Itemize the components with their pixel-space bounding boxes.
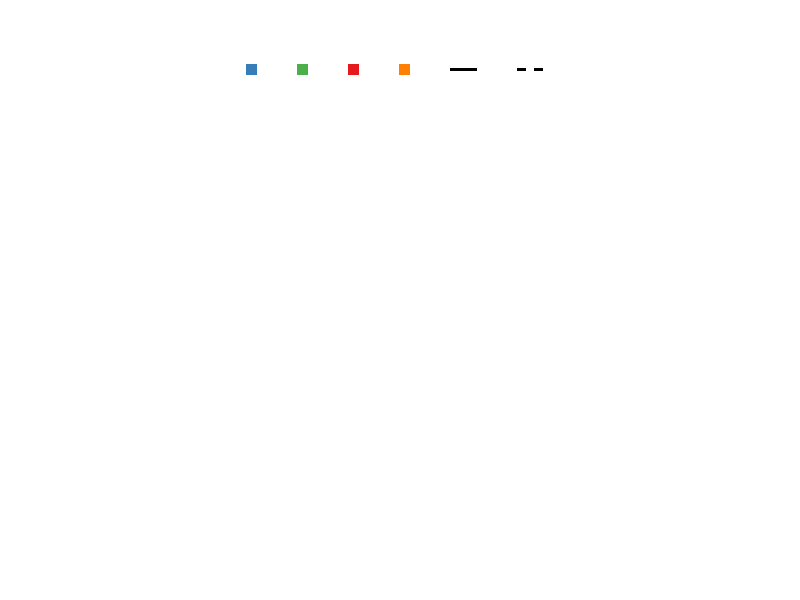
ppt-line-icon: [450, 68, 477, 71]
chart-legend: [0, 64, 800, 75]
deficit-swatch-icon: [399, 64, 410, 75]
aet-swatch-icon: [348, 64, 359, 75]
storage-swatch-icon: [246, 64, 257, 75]
pet-dashed-line-icon: [517, 68, 544, 71]
legend-item-aet: [348, 64, 369, 75]
deficit-sum-annotation: [753, 568, 757, 586]
surplus-swatch-icon: [297, 64, 308, 75]
legend-item-ppt: [450, 68, 487, 71]
legend-item-surplus: [297, 64, 318, 75]
legend-item-storage: [246, 64, 267, 75]
legend-item-pet: [517, 68, 554, 71]
legend-item-deficit: [399, 64, 420, 75]
